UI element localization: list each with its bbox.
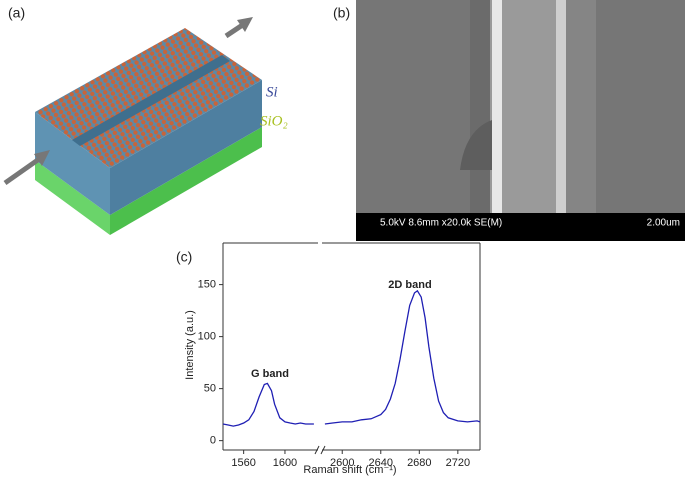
panel-label: (c): [176, 249, 192, 265]
x-tick-label: 2720: [446, 457, 470, 469]
waveguide-illustration: [3, 17, 262, 235]
annotation: 2D band: [388, 279, 431, 291]
x-tick-label: 1560: [231, 457, 255, 469]
x-tick-label: 2680: [407, 457, 431, 469]
layer-label: Si: [266, 84, 278, 100]
layer-label: SiO₂: [260, 113, 288, 129]
axis-break: [314, 445, 326, 455]
y-axis-label: Intensity (a.u.): [184, 310, 196, 380]
sem-image: [356, 0, 685, 241]
y-tick-label: 150: [198, 279, 216, 291]
y-tick-label: 0: [210, 435, 216, 447]
x-tick-label: 2640: [369, 457, 393, 469]
sem-info: 5.0kV 8.6mm x20.0k SE(M): [380, 218, 502, 229]
raman-line: [222, 289, 481, 427]
x-tick-label: 1600: [273, 457, 297, 469]
annotation: G band: [251, 368, 289, 380]
x-tick-label: 2600: [330, 457, 354, 469]
x-axis-label: Raman shift (cm⁻¹): [303, 464, 396, 476]
y-tick-label: 50: [204, 383, 216, 395]
panel-label: (a): [8, 5, 25, 21]
y-tick-label: 100: [198, 331, 216, 343]
panel-label: (b): [333, 5, 350, 21]
sem-scale: 2.00um: [647, 218, 680, 229]
